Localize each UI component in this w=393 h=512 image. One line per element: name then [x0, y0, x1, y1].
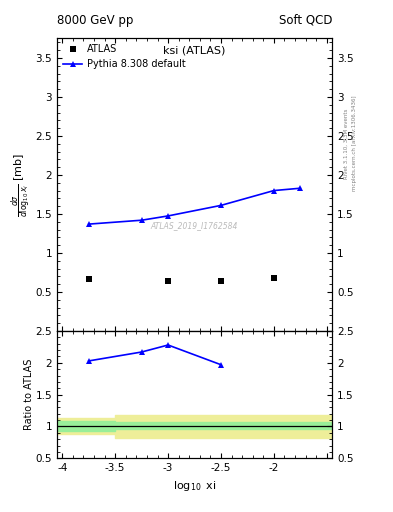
Text: Soft QCD: Soft QCD: [279, 14, 332, 27]
Text: ksi (ATLAS): ksi (ATLAS): [163, 46, 226, 56]
Y-axis label: $\frac{d\sigma}{d\log_{10}x_i}$ [mb]: $\frac{d\sigma}{d\log_{10}x_i}$ [mb]: [10, 153, 34, 217]
Legend: ATLAS, Pythia 8.308 default: ATLAS, Pythia 8.308 default: [60, 41, 189, 72]
Text: 8000 GeV pp: 8000 GeV pp: [57, 14, 133, 27]
Text: Rivet 3.1.10, 3.3M events: Rivet 3.1.10, 3.3M events: [344, 108, 349, 179]
Text: mcplots.cern.ch [arXiv:1306.3436]: mcplots.cern.ch [arXiv:1306.3436]: [352, 96, 357, 191]
Y-axis label: Ratio to ATLAS: Ratio to ATLAS: [24, 359, 34, 430]
Text: ATLAS_2019_I1762584: ATLAS_2019_I1762584: [151, 221, 238, 230]
X-axis label: $\log_{10}$ xi: $\log_{10}$ xi: [173, 479, 216, 493]
